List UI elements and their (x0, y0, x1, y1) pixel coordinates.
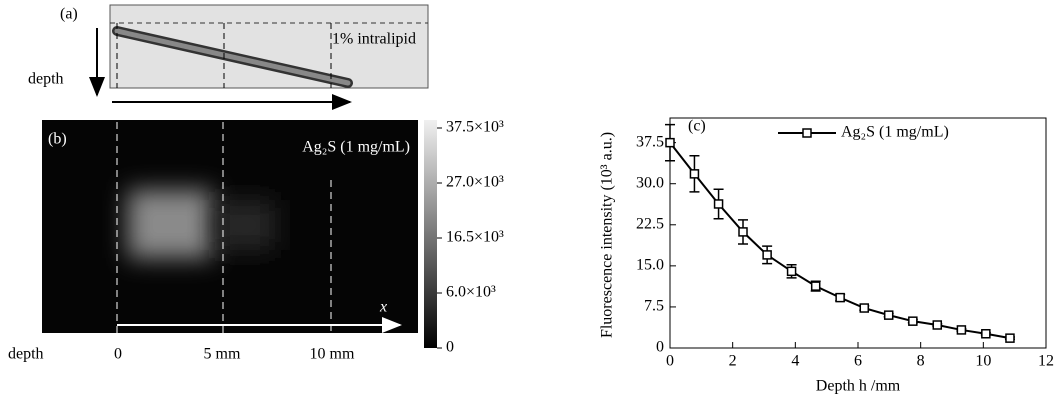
marker (859, 303, 870, 313)
x-tick-label: 8 (917, 353, 925, 370)
marker (713, 199, 724, 209)
legend-marker (802, 128, 812, 138)
marker (932, 320, 943, 330)
marker (1005, 333, 1015, 343)
tube-core (114, 28, 351, 86)
marker (810, 281, 821, 291)
panel-label: (a) (60, 6, 78, 23)
marker (738, 227, 748, 237)
y-tick-label: 0 (656, 339, 664, 356)
plot-frame (669, 117, 1047, 349)
colorbar (424, 120, 437, 348)
marker (762, 250, 772, 260)
colorbar-label: 6.0×10³ (446, 284, 496, 301)
axis-label: x (379, 299, 387, 316)
marker (883, 310, 894, 320)
x-tick-label: 2 (729, 353, 737, 370)
x-axis-label: Depth h /mm (816, 378, 901, 395)
marker (786, 266, 797, 277)
position-label: 0 (114, 346, 122, 363)
colorbar-label: 16.5×10³ (446, 229, 504, 246)
legend-label: Ag₂S (1 mg/mL) (841, 124, 949, 141)
position-label: 10 mm (310, 346, 355, 363)
marker (908, 316, 918, 326)
y-tick-label: 7.5 (644, 298, 664, 315)
y-tick-label: 30.0 (636, 174, 664, 191)
x-tick-label: 0 (666, 353, 674, 370)
marker (981, 329, 991, 339)
marker (665, 137, 675, 148)
colorbar-label: 0 (446, 339, 454, 356)
marker (956, 325, 967, 335)
y-axis-label: Fluorescence intensity (10³ a.u.) (599, 132, 616, 338)
container (109, 4, 429, 89)
glow (128, 190, 213, 258)
y-tick-label: 37.5 (636, 133, 664, 150)
depth-label: depth (28, 71, 64, 88)
y-tick-label: 22.5 (636, 215, 664, 232)
glow (215, 200, 275, 250)
x-tick-label: 4 (791, 353, 799, 370)
colorbar-label: 27.0×10³ (446, 174, 504, 191)
colorbar-label: 37.5×10³ (446, 119, 504, 136)
y-tick-label: 15.0 (636, 257, 664, 274)
depth-label: depth (8, 346, 44, 363)
marker (835, 292, 845, 303)
panel-label: (c) (688, 118, 706, 135)
position-label: 5 mm (204, 346, 241, 363)
x-tick-label: 10 (975, 353, 991, 370)
series-line (669, 142, 1011, 340)
medium-label: 1% intralipid (332, 31, 416, 48)
marker (689, 169, 700, 179)
x-tick-label: 12 (1038, 353, 1054, 370)
sample-label: Ag₂S (1 mg/mL) (302, 139, 410, 156)
panel-label: (b) (48, 131, 67, 148)
x-tick-label: 6 (854, 353, 862, 370)
